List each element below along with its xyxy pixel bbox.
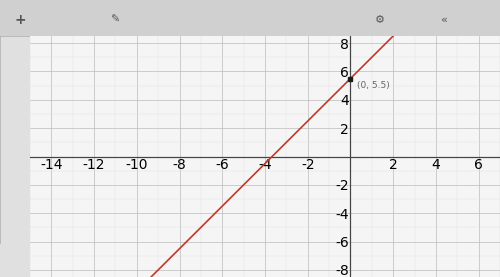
Text: +: +: [15, 13, 26, 27]
Text: ✎: ✎: [110, 15, 120, 25]
Text: 2y = 3x + 11: 2y = 3x + 11: [80, 53, 162, 66]
Text: «: «: [440, 15, 447, 25]
Text: ⚙: ⚙: [375, 15, 385, 25]
Text: ×: ×: [287, 43, 296, 53]
Text: (0, 5.5): (0, 5.5): [357, 81, 390, 91]
Text: ~: ~: [41, 53, 52, 66]
